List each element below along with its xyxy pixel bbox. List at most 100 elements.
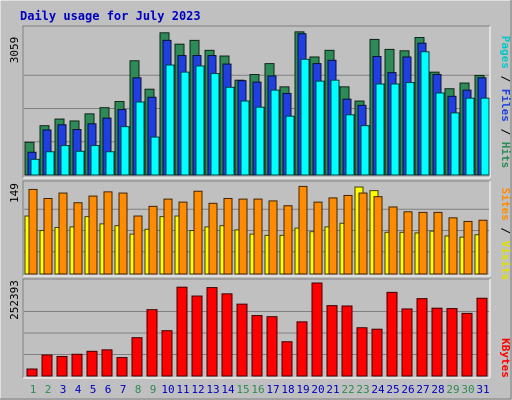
bar-kbytes-day-20 <box>311 282 323 377</box>
x-label-day-22: 22 <box>341 383 354 396</box>
bar-kbytes-day-2 <box>41 354 53 377</box>
bar-sites-day-20 <box>313 201 323 275</box>
x-label-day-7: 7 <box>120 383 127 396</box>
bar-sites-day-5 <box>88 195 98 275</box>
bar-kbytes-day-10 <box>161 330 173 377</box>
bar-pages-day-17 <box>270 89 280 176</box>
legend-visits: Visits <box>499 241 512 281</box>
legend-kbytes: KBytes <box>499 338 512 378</box>
x-label-day-26: 26 <box>401 383 414 396</box>
bar-pages-day-27 <box>420 51 430 176</box>
x-label-day-30: 30 <box>461 383 474 396</box>
x-label-day-21: 21 <box>326 383 339 396</box>
x-label-day-10: 10 <box>161 383 174 396</box>
x-label-day-28: 28 <box>431 383 444 396</box>
bar-pages-day-8 <box>135 101 145 176</box>
legend-hits-files-pages: Pages / Files / Hits <box>499 36 512 169</box>
bar-pages-day-3 <box>60 145 70 176</box>
bar-sites-day-6 <box>103 191 113 275</box>
bar-sites-day-7 <box>118 192 128 275</box>
bar-sites-day-9 <box>148 205 158 275</box>
bar-kbytes-day-31 <box>476 297 488 377</box>
chart-title: Daily usage for July 2023 <box>20 9 201 23</box>
bar-kbytes-day-6 <box>101 349 113 377</box>
x-label-day-23: 23 <box>356 383 369 396</box>
bar-sites-day-29 <box>448 217 458 275</box>
bar-kbytes-day-13 <box>206 287 218 377</box>
bar-pages-day-20 <box>315 80 325 176</box>
bar-kbytes-day-26 <box>401 308 413 377</box>
bar-pages-day-30 <box>465 97 475 176</box>
bar-sites-day-3 <box>58 192 68 275</box>
x-label-day-11: 11 <box>176 383 189 396</box>
x-label-day-4: 4 <box>75 383 82 396</box>
bar-sites-day-1 <box>28 188 38 275</box>
x-label-day-3: 3 <box>60 383 67 396</box>
bar-kbytes-day-24 <box>371 328 383 377</box>
bars-kbytes <box>26 282 488 377</box>
x-label-day-14: 14 <box>221 383 235 396</box>
bar-sites-day-11 <box>178 201 188 275</box>
x-label-day-9: 9 <box>150 383 157 396</box>
bar-kbytes-day-23 <box>356 327 368 377</box>
legend-sites: Sites <box>499 188 512 221</box>
x-label-day-25: 25 <box>386 383 399 396</box>
bar-kbytes-day-22 <box>341 305 353 377</box>
x-label-day-27: 27 <box>416 383 429 396</box>
bar-pages-day-18 <box>285 115 295 176</box>
bar-pages-day-6 <box>105 151 115 176</box>
bar-sites-day-4 <box>73 202 83 275</box>
bars-hits-files-pages <box>24 31 490 176</box>
bar-sites-day-15 <box>238 198 248 275</box>
x-label-day-2: 2 <box>45 383 52 396</box>
bar-pages-day-16 <box>255 106 265 176</box>
x-label-day-6: 6 <box>105 383 112 396</box>
bar-pages-day-19 <box>300 58 310 176</box>
x-label-day-20: 20 <box>311 383 324 396</box>
bar-kbytes-day-17 <box>266 316 278 377</box>
bar-kbytes-day-19 <box>296 321 308 377</box>
bar-kbytes-day-29 <box>446 308 458 377</box>
bar-kbytes-day-3 <box>56 355 68 377</box>
bar-sites-day-31 <box>478 219 488 275</box>
bar-pages-day-13 <box>210 73 220 176</box>
panel-visits-sites: 149 Sites / Visits <box>8 180 512 281</box>
x-label-day-16: 16 <box>251 383 264 396</box>
bar-kbytes-day-15 <box>236 303 248 377</box>
bar-pages-day-7 <box>120 126 130 176</box>
bar-pages-day-21 <box>330 79 340 176</box>
bar-sites-day-23 <box>358 192 368 275</box>
bar-kbytes-day-30 <box>461 312 473 377</box>
bar-kbytes-day-11 <box>176 286 188 377</box>
bar-sites-day-17 <box>268 200 278 275</box>
x-label-day-18: 18 <box>281 383 294 396</box>
bar-kbytes-day-14 <box>221 293 233 377</box>
bar-pages-day-10 <box>165 64 175 176</box>
bar-pages-day-2 <box>45 151 55 176</box>
bar-pages-day-31 <box>480 97 490 176</box>
bar-sites-day-8 <box>133 215 143 275</box>
legend-visits-sites: Sites / Visits <box>499 188 512 281</box>
bar-sites-day-14 <box>223 197 233 275</box>
bar-sites-day-27 <box>418 211 428 275</box>
max-label-hits: 3059 <box>8 37 21 64</box>
bar-sites-day-18 <box>283 205 293 275</box>
bar-kbytes-day-4 <box>71 353 83 377</box>
max-label-kbytes: 252393 <box>8 280 21 320</box>
bar-pages-day-29 <box>450 112 460 176</box>
bar-pages-day-9 <box>150 136 160 176</box>
bar-sites-day-25 <box>388 206 398 275</box>
bar-sites-day-10 <box>163 198 173 275</box>
legend-files: Files <box>499 89 512 122</box>
bar-pages-day-15 <box>240 100 250 176</box>
bar-pages-day-14 <box>225 86 235 176</box>
x-label-day-29: 29 <box>446 383 459 396</box>
bar-pages-day-24 <box>375 83 385 176</box>
bar-kbytes-day-7 <box>116 357 128 377</box>
x-label-day-12: 12 <box>191 383 204 396</box>
bar-kbytes-day-12 <box>191 295 203 377</box>
bar-sites-day-30 <box>463 220 473 275</box>
bar-pages-day-12 <box>195 65 205 176</box>
bar-kbytes-day-8 <box>131 337 143 377</box>
